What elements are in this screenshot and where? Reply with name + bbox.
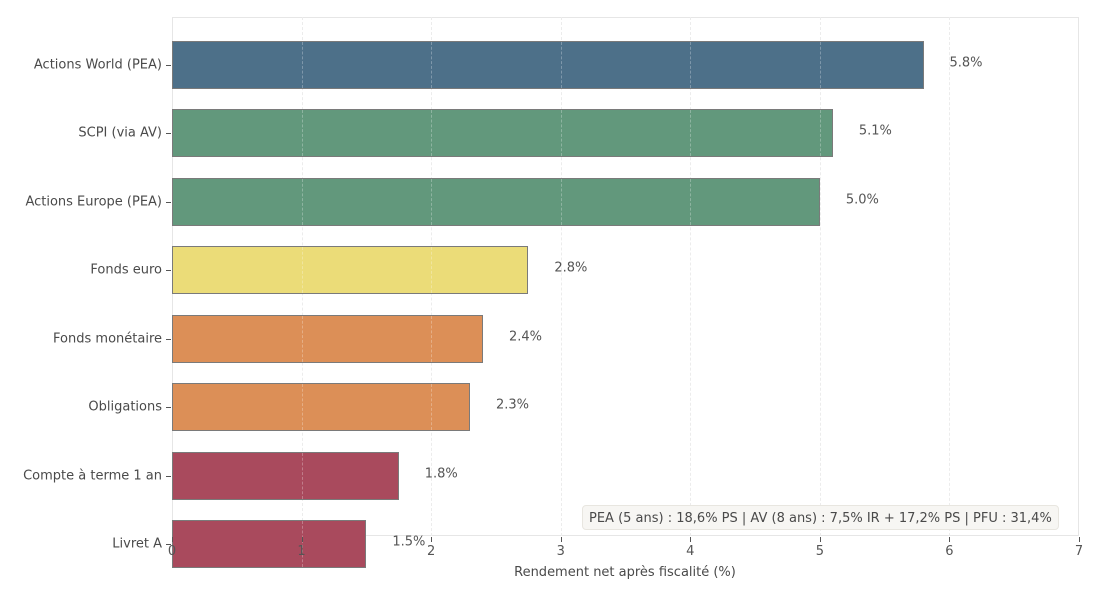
value-label: 2.4% <box>508 329 542 345</box>
gridline <box>431 315 433 362</box>
gridline <box>819 17 821 536</box>
gridline <box>431 178 433 225</box>
value-label: 1.5% <box>392 534 426 550</box>
gridline <box>560 178 562 225</box>
gridline <box>301 521 303 567</box>
gridline <box>431 384 433 431</box>
gridline <box>560 42 562 88</box>
category-label: Actions World (PEA) <box>33 57 162 73</box>
x-tick <box>301 537 303 542</box>
category-label: Fonds euro <box>90 262 162 278</box>
gridline <box>560 17 562 536</box>
y-tick <box>166 407 171 409</box>
bar <box>172 520 367 568</box>
tax-annotation: PEA (5 ans) : 18,6% PS | AV (8 ans) : 7,… <box>582 505 1059 530</box>
x-axis-title: Rendement net après fiscalité (%) <box>514 565 736 580</box>
gridline <box>301 384 303 431</box>
gridline <box>301 247 303 294</box>
category-label: Fonds monétaire <box>53 331 162 347</box>
gridline <box>690 110 692 157</box>
y-tick <box>166 475 171 477</box>
value-label: 2.8% <box>554 260 588 276</box>
category-label: Livret A <box>112 536 162 552</box>
gridline <box>301 315 303 362</box>
gridline <box>819 110 821 157</box>
x-tick <box>431 537 433 542</box>
gridline <box>301 42 303 88</box>
x-tick-label: 6 <box>945 544 954 559</box>
value-label: 2.3% <box>496 397 530 413</box>
value-label: 5.8% <box>949 55 983 71</box>
gridline <box>690 178 692 225</box>
x-tick-label: 2 <box>427 544 436 559</box>
gridline <box>301 110 303 157</box>
x-tick <box>1079 537 1080 542</box>
y-tick <box>166 270 171 272</box>
value-label: 5.0% <box>845 192 879 208</box>
value-label: 5.1% <box>858 123 892 139</box>
category-label: Compte à terme 1 an <box>23 468 162 484</box>
gridline <box>301 452 303 499</box>
x-tick <box>560 537 562 542</box>
bar <box>172 451 399 500</box>
gridline <box>690 17 692 536</box>
gridline <box>431 42 433 88</box>
bar <box>172 177 820 226</box>
x-tick-label: 5 <box>815 544 824 559</box>
category-label: Obligations <box>88 399 162 415</box>
bar <box>172 246 529 295</box>
x-tick <box>949 537 951 542</box>
x-tick <box>690 537 692 542</box>
gridline <box>949 17 951 536</box>
gridline <box>431 110 433 157</box>
bar <box>172 314 483 363</box>
x-tick-label: 4 <box>686 544 695 559</box>
gridline <box>690 42 692 88</box>
x-tick-label: 3 <box>556 544 565 559</box>
bar <box>172 41 924 89</box>
y-tick <box>166 338 171 340</box>
y-tick <box>166 544 171 545</box>
x-tick-label: 0 <box>167 544 177 559</box>
x-tick-label: 7 <box>1074 544 1084 559</box>
value-label: 1.8% <box>424 466 458 482</box>
gridline <box>819 42 821 88</box>
y-tick <box>166 65 171 66</box>
bar <box>172 109 833 158</box>
gridline <box>431 247 433 294</box>
y-tick <box>166 133 171 135</box>
category-label: SCPI (via AV) <box>78 125 162 141</box>
category-label: Actions Europe (PEA) <box>25 194 162 210</box>
x-tick-label: 1 <box>297 544 306 559</box>
bar <box>172 383 470 432</box>
gridline <box>560 110 562 157</box>
gridline <box>301 178 303 225</box>
x-tick <box>819 537 821 542</box>
x-tick <box>172 537 173 542</box>
y-tick <box>166 201 171 203</box>
